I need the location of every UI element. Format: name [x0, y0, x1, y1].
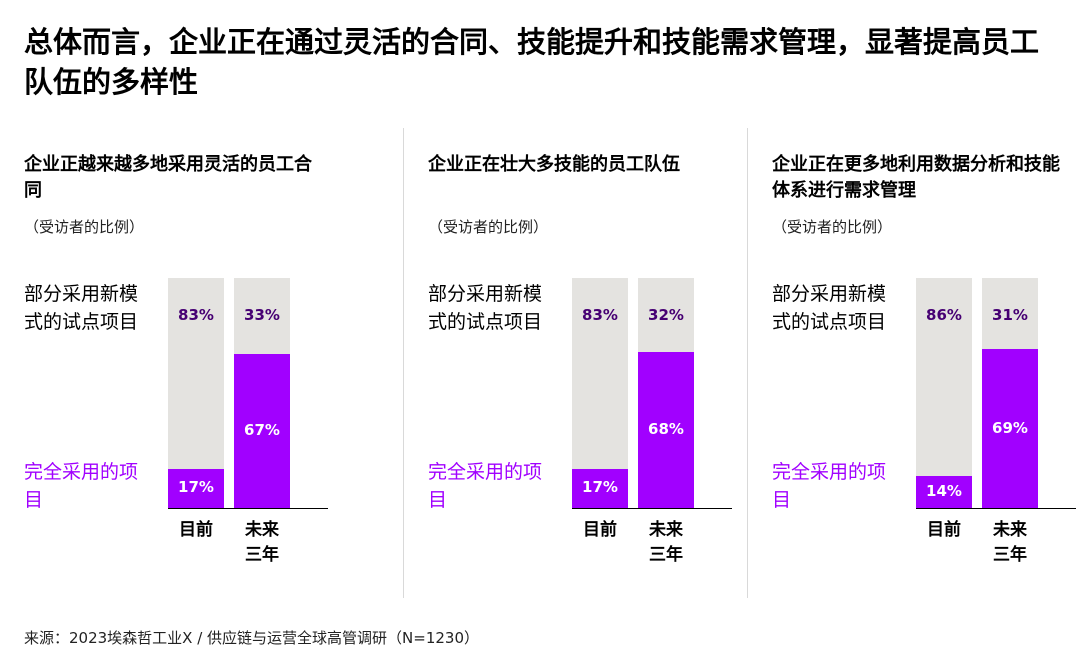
- legend-partial-label: 部分采用新模式的试点项目: [772, 283, 887, 333]
- data-label-partial: 33%: [244, 306, 280, 324]
- bar-full: [234, 353, 290, 508]
- data-label-full: 14%: [926, 481, 962, 500]
- legend-full-label: 完全采用的项目: [428, 461, 543, 511]
- plot-area: 83% 17% 目前 32% 68% 未来 三年: [572, 128, 732, 598]
- bar-partial: [982, 278, 1038, 350]
- source-note: 来源：2023埃森哲工业X / 供应链与运营全球高管调研（N=1230）: [24, 629, 480, 647]
- bar-full: [982, 349, 1038, 508]
- bar-partial: [168, 278, 224, 469]
- chart-title: 企业正在更多地利用数据分析和技能体系进行需求管理: [772, 154, 1060, 201]
- chart-panel-3: 企业正在更多地利用数据分析和技能体系进行需求管理 （受访者的比例） 部分采用新模…: [772, 128, 1076, 598]
- bar-partial: [234, 278, 290, 354]
- data-label-partial: 83%: [178, 306, 214, 324]
- legend-partial-label: 部分采用新模式的试点项目: [428, 283, 543, 333]
- data-label-full: 67%: [244, 420, 280, 439]
- bar-partial: [638, 278, 694, 352]
- chart-subtitle: （受访者的比例）: [24, 218, 145, 236]
- category-label: 目前: [179, 520, 213, 540]
- data-label-full: 69%: [992, 418, 1028, 437]
- category-label: 未来 三年: [245, 520, 279, 565]
- legend-full-label: 完全采用的项目: [772, 461, 887, 511]
- panel-divider: [403, 128, 404, 598]
- data-label-full: 68%: [648, 419, 684, 438]
- bar-full: [638, 351, 694, 508]
- data-label-partial: 86%: [926, 306, 962, 324]
- bar-full: [168, 468, 224, 508]
- chart-panel-2: 企业正在壮大多技能的员工队伍 （受访者的比例） 部分采用新模式的试点项目 完全采…: [428, 128, 748, 598]
- data-label-partial: 32%: [648, 306, 684, 324]
- chart-title: 企业正越来越多地采用灵活的员工合同: [24, 154, 312, 201]
- legend-partial-label: 部分采用新模式的试点项目: [24, 283, 139, 333]
- page-title: 总体而言，企业正在通过灵活的合同、技能提升和技能需求管理，显著提高员工队伍的多样…: [24, 25, 1040, 99]
- plot-area: 86% 14% 目前 31% 69% 未来 三年: [916, 128, 1076, 598]
- data-label-partial: 83%: [582, 306, 618, 324]
- panel-divider: [747, 128, 748, 598]
- x-axis-line: [916, 508, 1076, 509]
- bar-full: [572, 468, 628, 508]
- category-label: 目前: [927, 520, 961, 540]
- data-label-partial: 31%: [992, 306, 1028, 324]
- category-label: 未来 三年: [649, 520, 683, 565]
- chart-subtitle: （受访者的比例）: [428, 218, 549, 236]
- bar-full: [916, 475, 972, 508]
- category-label: 未来 三年: [993, 520, 1027, 565]
- x-axis-line: [168, 508, 328, 509]
- chart-subtitle: （受访者的比例）: [772, 218, 893, 236]
- chart-title: 企业正在壮大多技能的员工队伍: [428, 154, 680, 175]
- plot-area: 83% 17% 目前 33% 67% 未来 三年: [168, 128, 328, 598]
- chart-panel-1: 企业正越来越多地采用灵活的员工合同 （受访者的比例） 部分采用新模式的试点项目 …: [24, 128, 354, 598]
- legend-full-label: 完全采用的项目: [24, 461, 139, 511]
- bar-partial: [916, 278, 972, 476]
- data-label-full: 17%: [582, 478, 618, 497]
- category-label: 目前: [583, 520, 617, 540]
- data-label-full: 17%: [178, 478, 214, 497]
- bar-partial: [572, 278, 628, 469]
- x-axis-line: [572, 508, 732, 509]
